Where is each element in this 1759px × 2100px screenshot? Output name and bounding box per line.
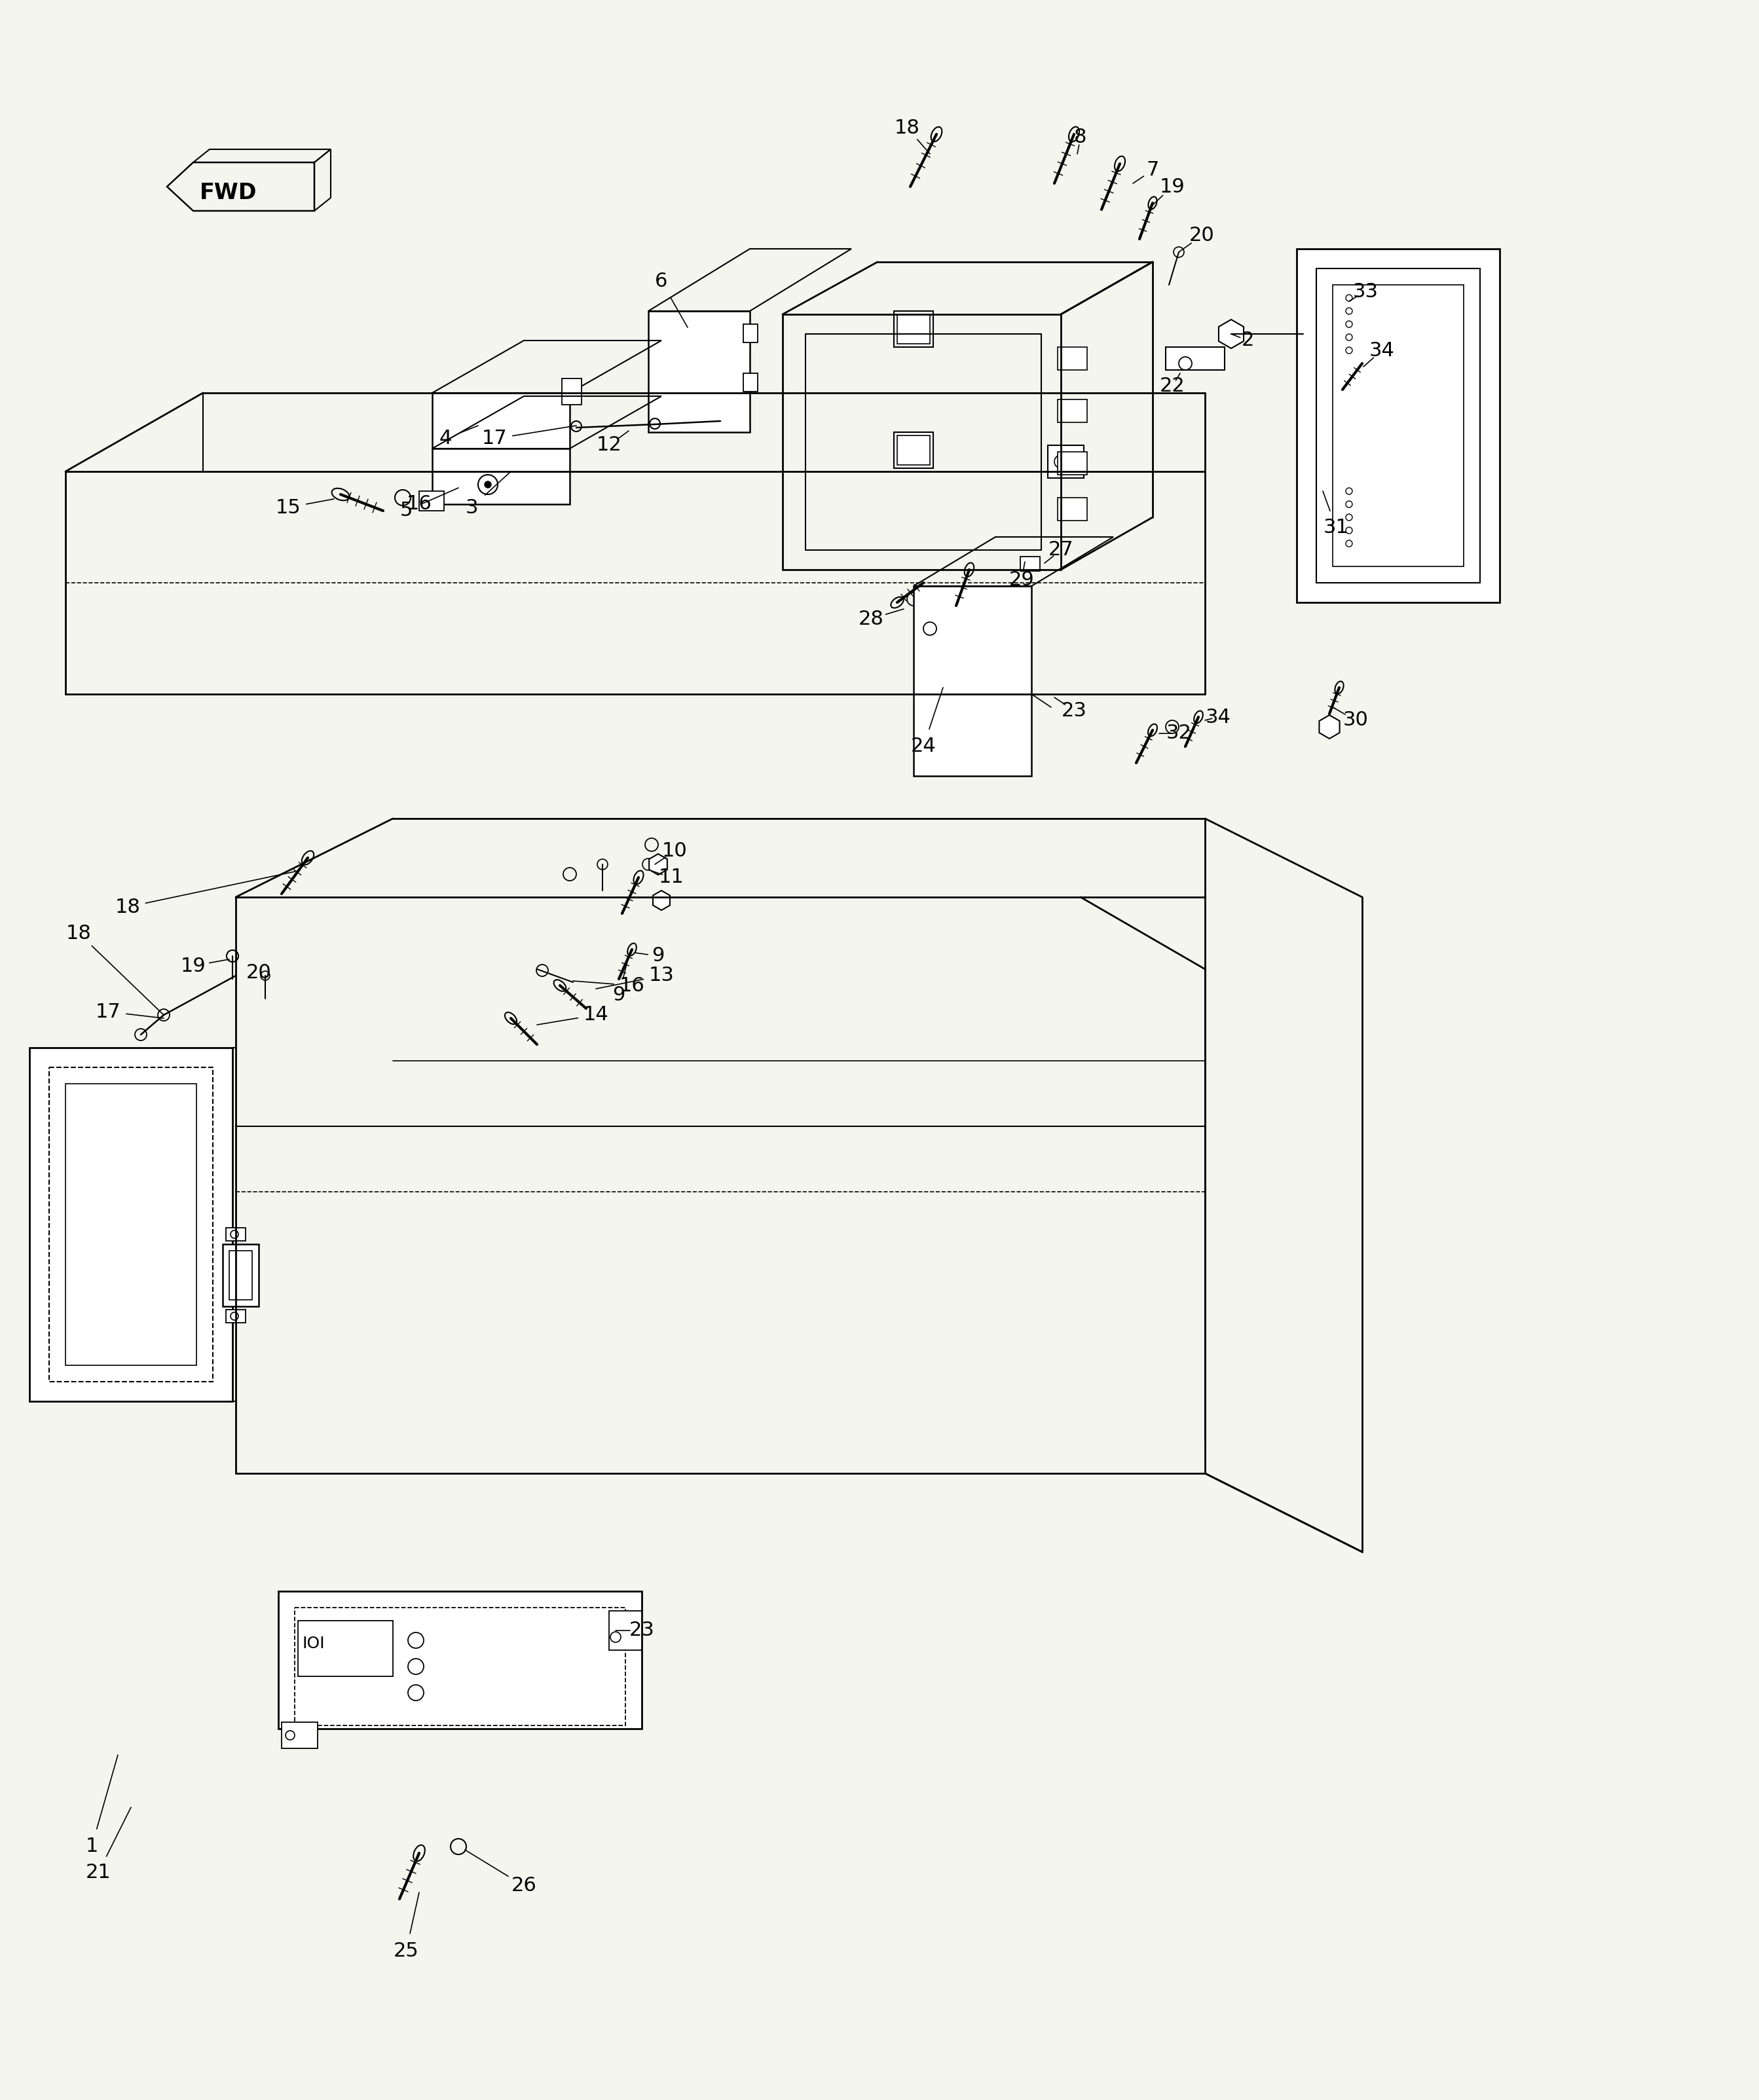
Text: 13: 13 <box>649 966 674 985</box>
Text: 17: 17 <box>95 1002 121 1021</box>
Text: 23: 23 <box>630 1621 654 1640</box>
Text: 11: 11 <box>658 867 684 886</box>
Bar <box>229 1252 252 1300</box>
Bar <box>65 1084 197 1365</box>
Text: FWD: FWD <box>201 183 257 204</box>
Text: 19: 19 <box>1159 176 1186 195</box>
Text: 21: 21 <box>86 1863 111 1882</box>
Text: 18: 18 <box>114 897 141 916</box>
Bar <box>561 378 582 405</box>
Bar <box>1166 346 1224 370</box>
Text: 9: 9 <box>612 985 624 1004</box>
Bar <box>897 435 931 464</box>
Text: 20: 20 <box>1189 227 1214 246</box>
Bar <box>897 315 931 344</box>
Text: 6: 6 <box>654 273 668 292</box>
Text: 18: 18 <box>894 118 920 136</box>
Text: 27: 27 <box>1048 540 1073 559</box>
Bar <box>433 393 570 449</box>
Text: 33: 33 <box>1353 281 1379 300</box>
Text: 29: 29 <box>1010 569 1034 588</box>
Bar <box>419 491 443 510</box>
Text: 19: 19 <box>181 955 206 974</box>
Text: 10: 10 <box>661 842 688 861</box>
Bar <box>1316 269 1479 584</box>
Text: 2: 2 <box>1242 332 1254 351</box>
Bar <box>1333 286 1463 567</box>
Bar <box>49 1067 213 1382</box>
Text: 31: 31 <box>1323 517 1349 538</box>
Text: 22: 22 <box>1159 376 1186 395</box>
Bar <box>913 586 1031 777</box>
Bar <box>433 449 570 504</box>
Text: 32: 32 <box>1166 724 1191 743</box>
Bar <box>297 1621 392 1676</box>
Bar <box>1057 452 1087 475</box>
Text: 23: 23 <box>1061 701 1087 720</box>
Bar <box>1057 346 1087 370</box>
Text: 18: 18 <box>65 924 91 943</box>
Bar <box>225 1310 246 1323</box>
Bar <box>649 311 749 433</box>
Bar <box>1048 445 1084 479</box>
Bar <box>744 323 758 342</box>
Text: 16: 16 <box>619 976 644 995</box>
Bar <box>609 1611 642 1651</box>
Text: 4: 4 <box>440 428 452 447</box>
Text: 12: 12 <box>596 437 621 456</box>
Text: 17: 17 <box>482 428 507 447</box>
Bar <box>1020 556 1040 571</box>
Bar <box>894 433 934 468</box>
Text: 14: 14 <box>584 1006 609 1025</box>
Text: 1: 1 <box>86 1838 99 1856</box>
Bar <box>296 1609 626 1726</box>
Text: 20: 20 <box>246 964 271 983</box>
Bar <box>894 311 934 346</box>
Bar <box>225 1228 246 1241</box>
Text: 24: 24 <box>911 737 936 756</box>
Text: 16: 16 <box>406 496 431 514</box>
Bar <box>223 1243 259 1306</box>
Text: IOI: IOI <box>303 1636 325 1651</box>
Bar <box>1057 399 1087 422</box>
Text: 30: 30 <box>1342 710 1369 731</box>
Text: 26: 26 <box>512 1877 536 1896</box>
Bar <box>30 1048 232 1401</box>
Bar <box>278 1592 642 1728</box>
Text: 25: 25 <box>394 1943 419 1961</box>
Bar <box>281 1722 318 1749</box>
Text: 15: 15 <box>276 498 301 517</box>
Circle shape <box>485 481 491 487</box>
Text: 5: 5 <box>399 502 412 521</box>
Text: 7: 7 <box>1147 162 1159 181</box>
Text: 8: 8 <box>1075 128 1087 147</box>
Bar <box>744 374 758 391</box>
Bar <box>1057 498 1087 521</box>
Text: 34: 34 <box>1369 340 1395 359</box>
Text: 3: 3 <box>464 498 478 517</box>
Text: 34: 34 <box>1205 708 1231 727</box>
Text: 9: 9 <box>653 947 665 966</box>
Bar <box>1296 248 1500 603</box>
Text: 28: 28 <box>858 609 883 628</box>
